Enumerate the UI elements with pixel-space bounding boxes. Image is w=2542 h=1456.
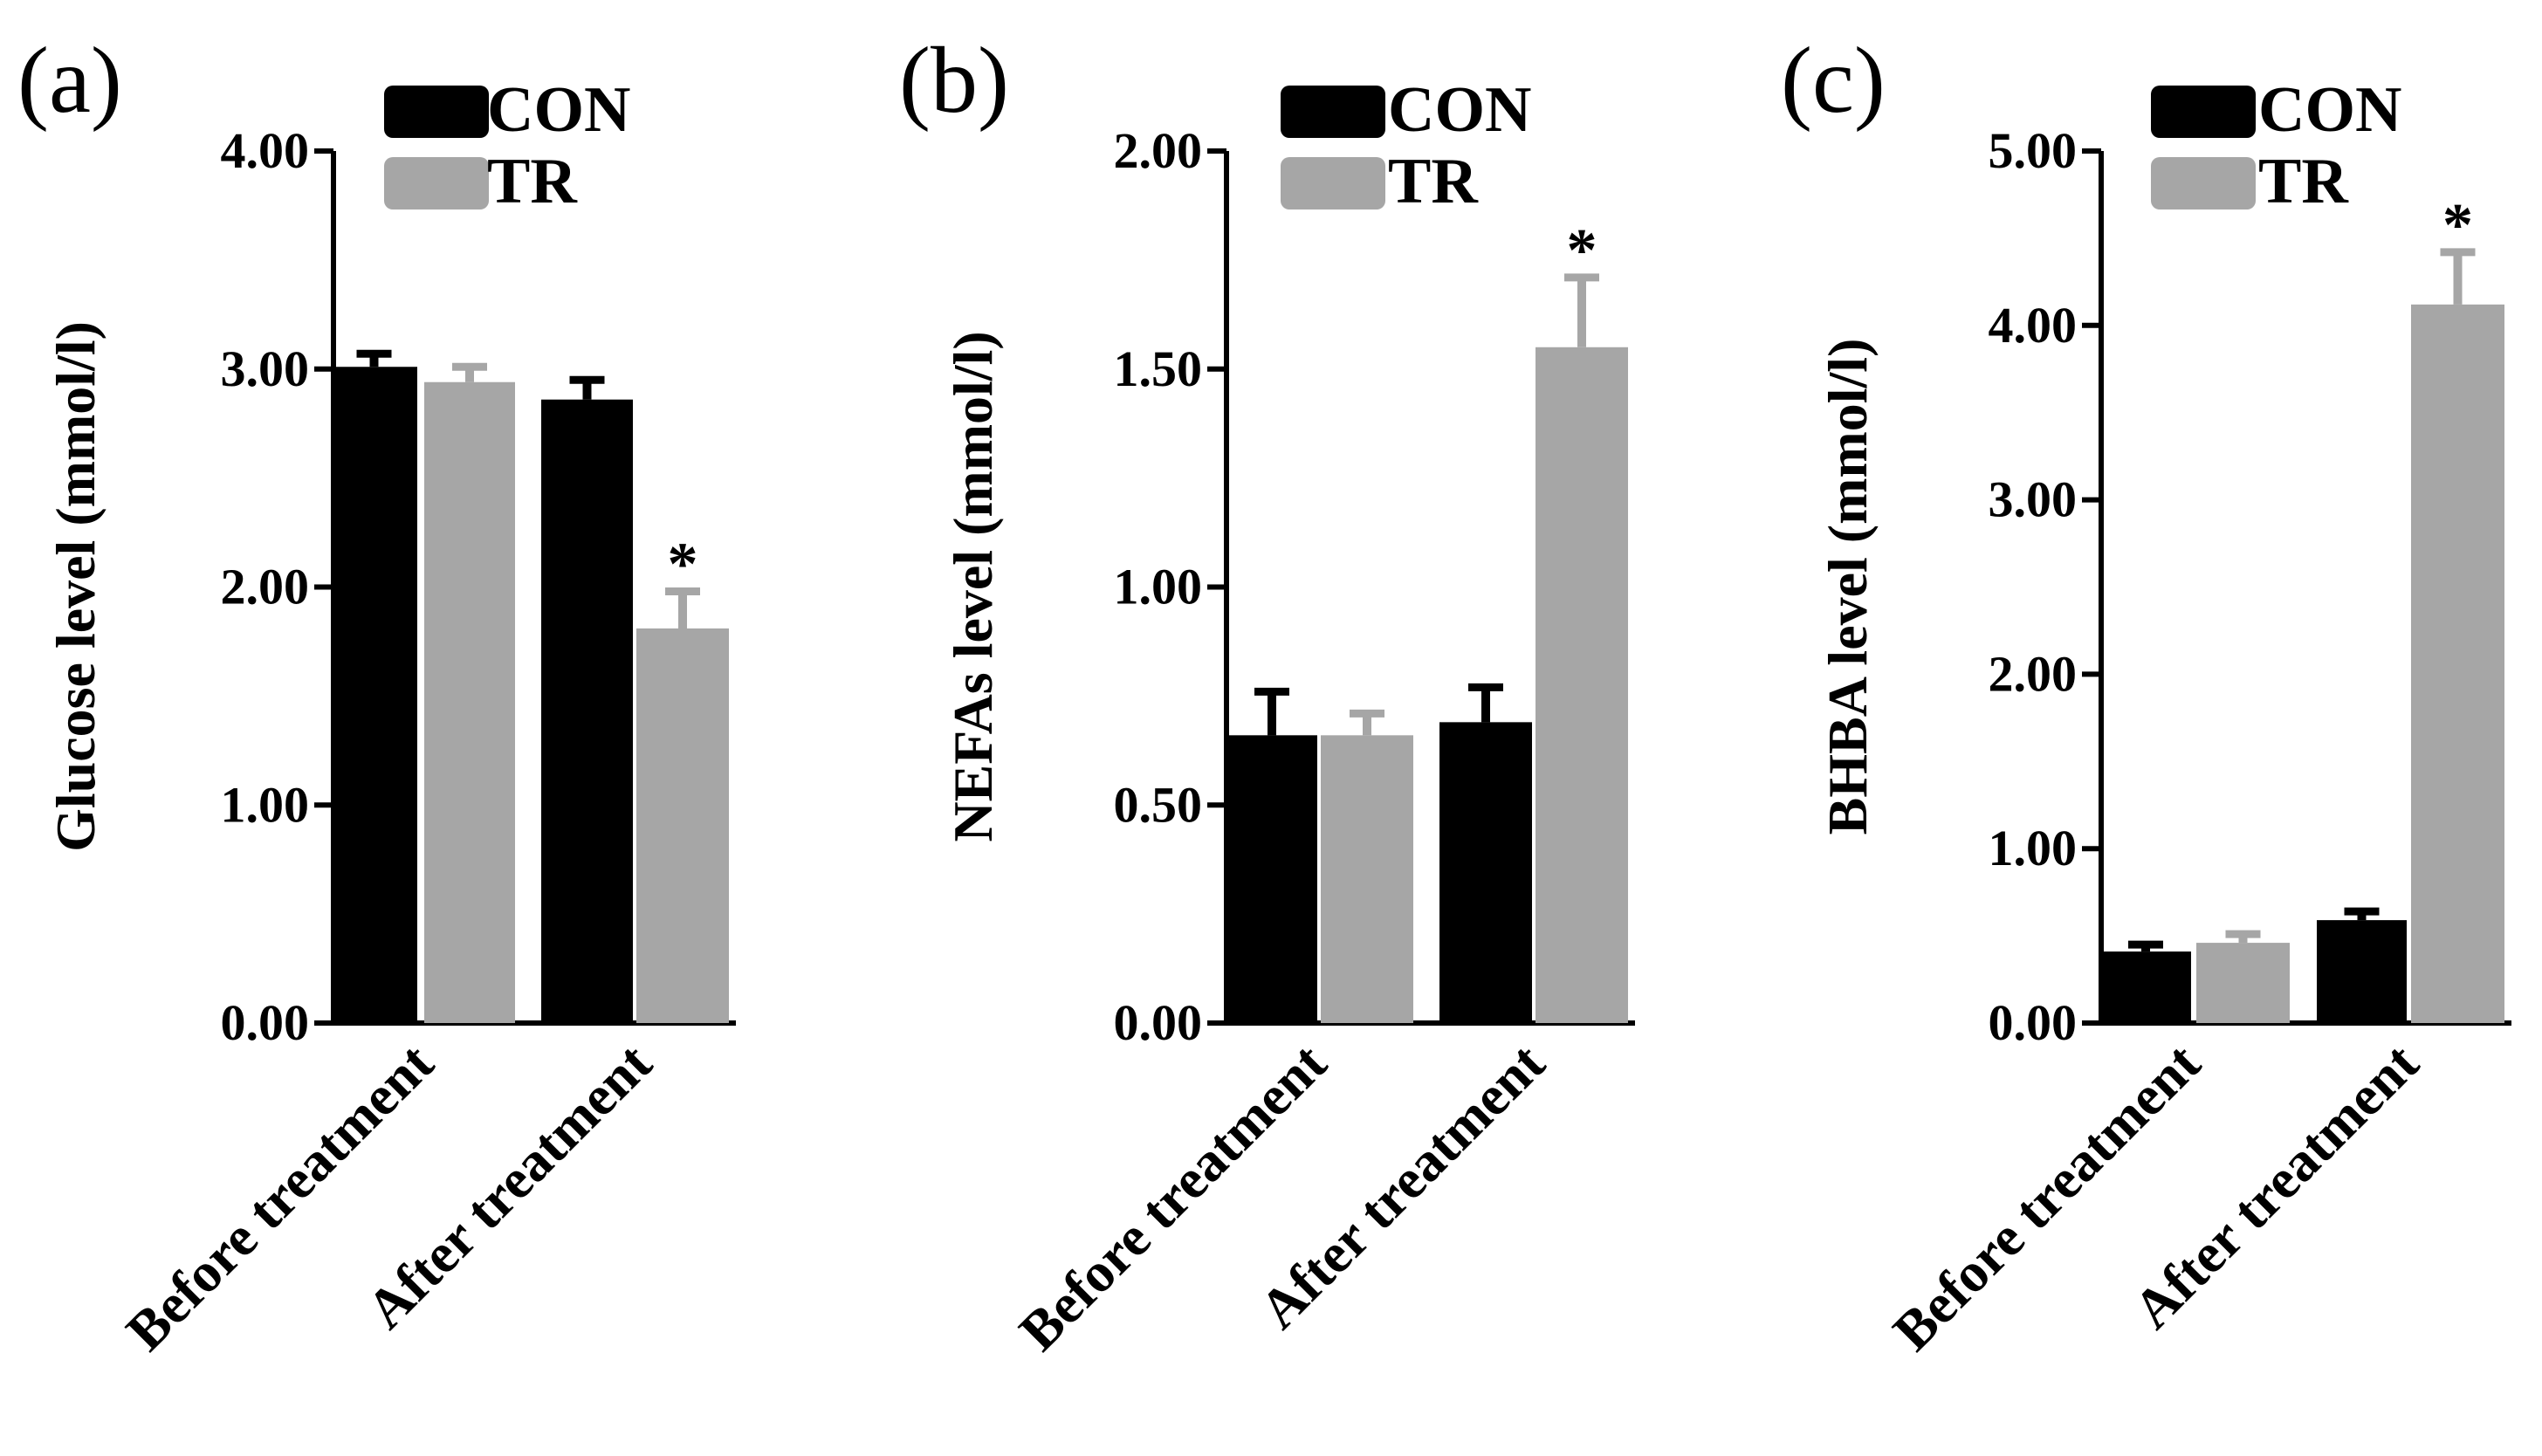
significance-marker: * (668, 531, 698, 598)
y-axis-label: Glucose level (mmol/l) (45, 321, 106, 852)
bar-tr-after (2411, 304, 2504, 1024)
bar-con-after (1439, 722, 1532, 1023)
y-tick-label: 3.00 (1989, 471, 2078, 528)
y-axis-label: NEFAs level (mmol/l) (942, 331, 1004, 841)
y-tick-label: 1.00 (221, 776, 310, 833)
significance-marker: * (2442, 192, 2473, 259)
panel-label: (c) (1781, 29, 1886, 133)
y-tick-label: 1.00 (1989, 820, 2078, 876)
y-tick-label: 0.00 (1989, 994, 2078, 1051)
y-tick-label: 4.00 (1989, 297, 2078, 354)
legend-label-con: CON (2258, 74, 2401, 146)
bar-tr-before (424, 381, 515, 1023)
bar-con-before (1226, 735, 1317, 1023)
legend-swatch-con (1281, 86, 1385, 138)
bar-tr-before (1321, 735, 1413, 1023)
y-tick-label: 1.50 (1114, 340, 1203, 397)
legend-label-tr: TR (2258, 146, 2349, 217)
y-tick-label: 4.00 (221, 122, 310, 179)
y-tick-label: 0.50 (1114, 776, 1203, 833)
bar-con-before (331, 367, 417, 1023)
legend-swatch-tr (1281, 157, 1385, 209)
legend-swatch-con (2151, 86, 2256, 138)
y-axis-label: BHBA level (mmol/l) (1817, 339, 1879, 835)
y-tick-label: 5.00 (1989, 122, 2078, 179)
legend-label-con: CON (1388, 74, 1531, 146)
y-tick-label: 1.00 (1114, 559, 1203, 615)
y-tick-label: 0.00 (1114, 994, 1203, 1051)
y-tick-label: 3.00 (221, 340, 310, 397)
panel-label: (b) (899, 29, 1009, 133)
legend-label-con: CON (487, 74, 630, 146)
legend-label-tr: TR (487, 146, 578, 217)
bar-con-after (541, 399, 633, 1024)
bar-con-after (2317, 920, 2407, 1023)
bar-tr-after (636, 628, 729, 1023)
significance-marker: * (1567, 217, 1597, 285)
bar-con-before (2100, 951, 2191, 1023)
y-tick-label: 2.00 (1989, 645, 2078, 702)
panel-label: (a) (17, 29, 122, 133)
bar-tr-after (1536, 347, 1628, 1023)
legend-swatch-tr (384, 157, 489, 209)
y-tick-label: 2.00 (1114, 122, 1203, 179)
y-tick-label: 0.00 (221, 994, 310, 1051)
legend-swatch-con (384, 86, 489, 138)
bar-tr-before (2196, 943, 2290, 1023)
legend-label-tr: TR (1388, 146, 1479, 217)
legend-swatch-tr (2151, 157, 2256, 209)
y-tick-label: 2.00 (221, 559, 310, 615)
